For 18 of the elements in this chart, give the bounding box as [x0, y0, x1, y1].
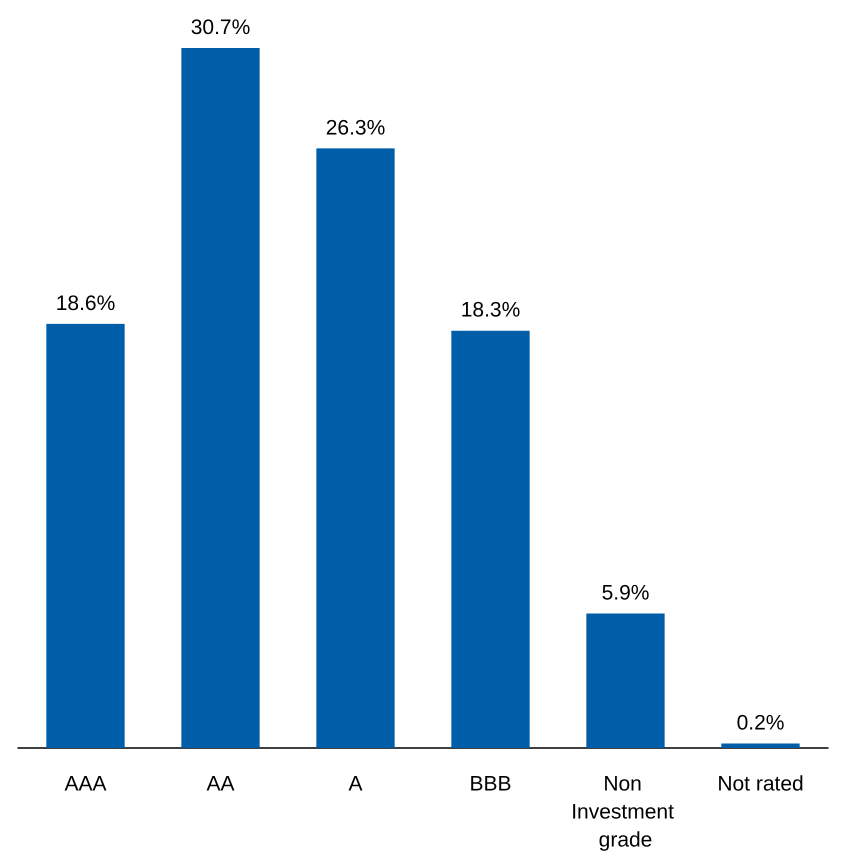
bar: [586, 613, 665, 748]
x-tick-label: AAA: [64, 772, 107, 796]
data-label: 5.9%: [602, 581, 650, 604]
data-label: 30.7%: [190, 16, 250, 39]
bar: [451, 330, 530, 748]
bar: [46, 324, 125, 748]
data-label: 18.3%: [460, 298, 520, 322]
data-label: 18.6%: [56, 292, 116, 315]
x-tick-label: Non Investment grade: [571, 772, 680, 852]
data-label: 0.2%: [736, 711, 784, 734]
x-tick-label: BBB: [469, 772, 512, 796]
x-tick-label: AA: [206, 772, 235, 796]
bar: [721, 743, 800, 748]
x-tick-label: A: [348, 772, 363, 796]
x-tick-label: Not rated: [717, 772, 804, 796]
bar: [181, 48, 260, 748]
data-label: 26.3%: [326, 116, 386, 140]
bar: [316, 148, 395, 748]
